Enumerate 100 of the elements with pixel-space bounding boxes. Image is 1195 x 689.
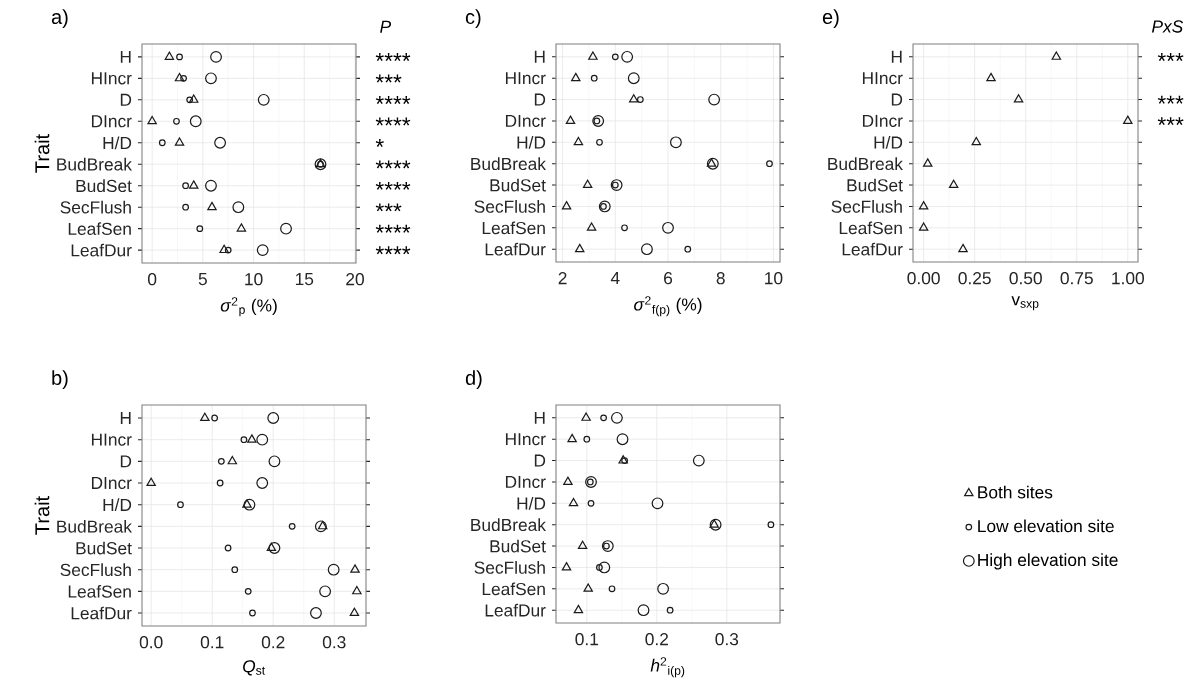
y-tick-label: LeafDur (71, 606, 132, 620)
text: *** (1157, 95, 1184, 104)
point (266, 542, 277, 552)
y-tick-label: HIncr (505, 72, 546, 85)
point (205, 179, 217, 192)
x-tick-label: 20 (346, 273, 364, 286)
point (174, 137, 185, 146)
point (922, 158, 933, 167)
point (561, 201, 572, 210)
y-tick-label: BudBreak (57, 519, 132, 533)
point (188, 94, 199, 103)
y-tick-label: LeafSen (839, 221, 902, 235)
x-tick-label: 5 (198, 273, 207, 286)
x-tick-label: 0.00 (907, 272, 940, 285)
point (205, 72, 217, 85)
point (182, 182, 190, 190)
chart-title: b) (52, 370, 68, 389)
point (611, 53, 619, 61)
text: PxS (1152, 20, 1184, 33)
x-tick-label: 2 (558, 272, 567, 285)
point (583, 583, 593, 592)
y-tick-label: DIncr (862, 114, 903, 127)
x-axis-title: σ$^{2}$$_{p}$ (%) (220, 297, 277, 317)
y-tick-label: DIncr (505, 475, 546, 488)
point (708, 93, 721, 106)
point (666, 606, 674, 614)
point (219, 244, 229, 254)
y-tick-label: D (120, 93, 132, 106)
point (601, 540, 614, 552)
legend-label: Low elevation site (978, 519, 1114, 533)
point (1051, 51, 1062, 60)
y-tick-label: H (534, 50, 545, 63)
point (310, 607, 322, 619)
chart-title: d) (465, 370, 482, 389)
point (627, 72, 640, 85)
point (256, 244, 269, 257)
chart-title: c) (465, 9, 481, 28)
y-tick-label: HIncr (505, 433, 546, 446)
y-tick-label: DIncr (91, 115, 132, 128)
x-tick-label: 0.25 (958, 272, 991, 285)
point (267, 412, 280, 424)
point (767, 521, 775, 529)
point (256, 477, 269, 489)
point (231, 566, 239, 574)
point (217, 457, 225, 465)
x-tick-label: 0.0 (139, 636, 163, 649)
point (651, 497, 664, 510)
y-tick-label: LeafDur (485, 242, 546, 256)
point (621, 50, 634, 63)
x-axis-title: h$^{2}$i(p) (650, 657, 685, 678)
point (207, 201, 217, 211)
y-tick-label: D (534, 454, 546, 467)
point (196, 225, 204, 233)
y-axis-title: Trait (34, 496, 50, 535)
y-tick-label: H/D (517, 496, 546, 510)
text: **** (375, 117, 411, 126)
y-tick-label: H (120, 50, 131, 63)
point (571, 72, 581, 82)
y-tick-label: H/D (517, 135, 546, 149)
point (224, 246, 232, 254)
point (186, 96, 194, 104)
x-tick-label: 0.1 (200, 636, 224, 649)
text: **** (375, 53, 411, 62)
point (577, 540, 588, 550)
point (596, 564, 603, 571)
point (669, 136, 682, 149)
x-tick-label: 0.75 (1060, 272, 1093, 285)
point (958, 243, 968, 253)
point (327, 563, 340, 576)
text: **** (375, 160, 411, 169)
point (350, 564, 360, 573)
point (567, 433, 577, 443)
x-tick-label: 0 (147, 273, 157, 286)
y-tick-label: HIncr (91, 433, 132, 446)
x-tick-label: 1.00 (1112, 272, 1144, 285)
point (256, 433, 269, 446)
point (662, 221, 674, 234)
y-tick-label: BudBreak (471, 518, 546, 532)
point (288, 522, 296, 530)
point (146, 477, 156, 487)
point (583, 435, 591, 443)
chart-title: e) (822, 9, 839, 28)
point (590, 74, 598, 82)
point (177, 501, 184, 509)
point (227, 455, 238, 465)
y-tick-label: HIncr (91, 72, 132, 85)
text: *** (1157, 117, 1184, 126)
point (249, 609, 256, 617)
x-tick-label: 0.1 (575, 633, 599, 646)
x-tick-label: 0.50 (1009, 272, 1042, 285)
point (596, 138, 603, 146)
y-tick-label: BudBreak (828, 157, 903, 171)
point (640, 243, 653, 256)
point (174, 72, 185, 82)
text: **** (375, 181, 411, 190)
text: *** (375, 74, 402, 83)
point (319, 585, 332, 598)
text: **** (375, 246, 411, 255)
y-tick-label: LeafDur (842, 242, 903, 256)
point (586, 222, 597, 231)
